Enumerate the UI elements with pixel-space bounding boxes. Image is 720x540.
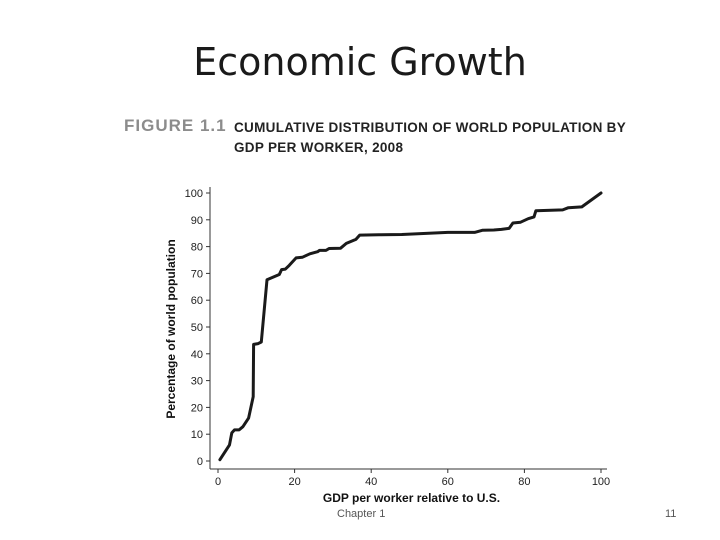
y-tick-label: 80 [191, 242, 203, 254]
y-tick-label: 90 [191, 215, 203, 227]
x-tick-label: 40 [365, 476, 377, 488]
x-tick-label: 60 [442, 476, 454, 488]
y-tick-label: 70 [191, 268, 203, 280]
x-tick-label: 100 [592, 476, 610, 488]
y-tick-label: 60 [191, 295, 203, 307]
y-tick-label: 40 [191, 349, 203, 361]
y-tick-label: 30 [191, 376, 203, 388]
footer-chapter: Chapter 1 [337, 508, 386, 520]
figure-title: CUMULATIVE DISTRIBUTION OF WORLD POPULAT… [234, 120, 626, 155]
x-axis-label: GDP per worker relative to U.S. [323, 491, 500, 505]
y-tick-label: 100 [185, 188, 203, 200]
y-tick-label: 20 [191, 402, 203, 414]
y-tick-label: 50 [191, 322, 203, 334]
chart-axes [209, 187, 607, 470]
x-tick-label: 80 [518, 476, 530, 488]
series-line [218, 191, 603, 462]
page-number: 11 [665, 508, 677, 520]
y-axis-label: Percentage of world population [164, 239, 178, 418]
chart-ticks: 0 10 20 30 40 50 60 70 80 90 100 0 20 40 60 80 100 [185, 188, 611, 488]
y-tick-label: 10 [191, 429, 203, 441]
x-tick-label: 0 [215, 476, 221, 488]
slide-title: Economic Growth [193, 40, 527, 84]
x-tick-label: 20 [288, 476, 300, 488]
figure-label: FIGURE 1.1 [124, 116, 227, 135]
y-tick-label: 0 [197, 456, 203, 468]
